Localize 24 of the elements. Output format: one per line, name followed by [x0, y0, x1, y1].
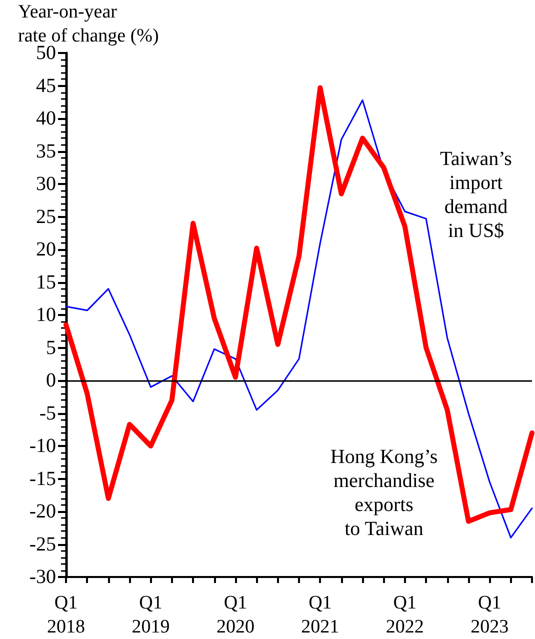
y-tick-label: -5	[39, 402, 56, 424]
y-tick-label: 25	[36, 206, 56, 228]
y-tick-label: 0	[46, 370, 56, 392]
y-tick-label: -30	[29, 566, 56, 588]
x-tick-label: Q1 2019	[132, 592, 170, 638]
y-tick-label: -15	[29, 468, 56, 490]
x-tick-label: Q1 2021	[301, 592, 340, 638]
y-tick-label: 30	[36, 173, 56, 195]
y-tick-label: -25	[29, 533, 56, 556]
x-tick-label: Q1 2022	[386, 592, 424, 638]
y-tick-label: 35	[36, 140, 56, 162]
y-tick-label: -20	[29, 500, 56, 522]
y-tick-label: 20	[36, 238, 56, 260]
y-tick-label: 40	[36, 108, 56, 130]
y-tick-label: -10	[29, 435, 56, 457]
y-tick-label: 10	[36, 304, 56, 326]
series-label: Taiwan’s import demand in US$	[440, 148, 512, 242]
x-tick-label: Q1 2020	[216, 592, 254, 638]
x-tick-label: Q1 2023	[470, 592, 509, 638]
y-tick-label: 15	[36, 271, 56, 294]
x-tick-label: Q1 2018	[47, 592, 85, 638]
series-label: Hong Kong’s merchandise exports to Taiwan	[330, 446, 438, 540]
y-tick-label: 45	[36, 74, 56, 97]
y-tick-label: 5	[46, 336, 56, 359]
